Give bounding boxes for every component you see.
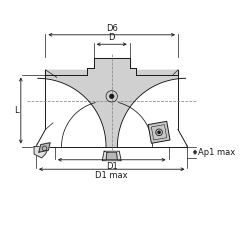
Text: L: L <box>14 106 18 115</box>
Polygon shape <box>102 151 121 161</box>
Polygon shape <box>87 59 136 75</box>
Polygon shape <box>117 78 186 146</box>
Text: Ap1 max: Ap1 max <box>198 148 235 157</box>
Text: D: D <box>108 33 115 42</box>
Polygon shape <box>136 70 178 75</box>
Polygon shape <box>45 70 178 129</box>
Polygon shape <box>34 146 49 158</box>
Polygon shape <box>39 143 50 152</box>
Polygon shape <box>148 121 170 143</box>
Polygon shape <box>38 78 106 146</box>
Circle shape <box>158 131 160 133</box>
Polygon shape <box>106 152 117 160</box>
Text: D6: D6 <box>106 24 118 33</box>
Polygon shape <box>45 70 87 75</box>
Polygon shape <box>36 129 187 146</box>
Text: D1 max: D1 max <box>96 171 128 180</box>
Circle shape <box>110 94 114 98</box>
Text: D1: D1 <box>106 162 118 171</box>
